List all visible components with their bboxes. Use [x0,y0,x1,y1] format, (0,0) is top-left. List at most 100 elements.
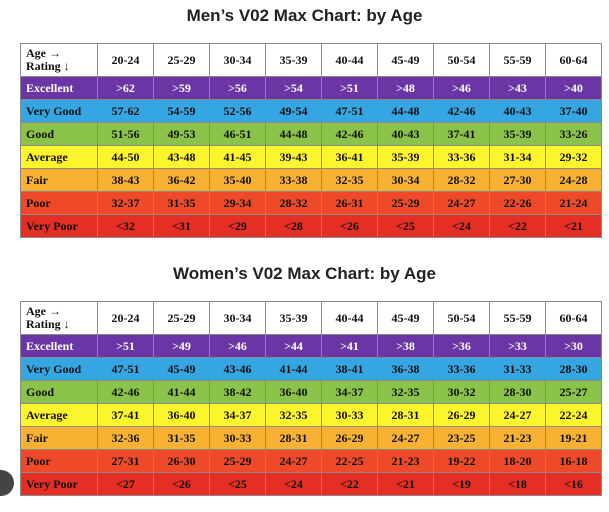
corner-label-line: Age → [26,46,61,60]
side-circle-button[interactable] [0,470,14,496]
men-value-cell: 28-32 [265,191,322,215]
women-value-cell: 28-30 [545,357,602,381]
women-value-cell: >44 [265,334,322,358]
men-table-row: Very Poor <32 <31 <29 <28 <26 <25 <24 <22 <21 [20,214,602,238]
men-value-cell: <22 [489,214,546,238]
men-value-cell: <29 [209,214,266,238]
men-value-cell: >59 [153,76,210,100]
women-value-cell: 28-31 [265,426,322,450]
women-value-cell: 42-46 [97,380,154,404]
corner-label-line: Age → [26,304,61,318]
men-value-cell: 40-43 [377,122,434,146]
women-value-cell: 32-35 [377,380,434,404]
men-age-column-header: 50-54 [433,43,490,77]
men-value-cell: >51 [321,76,378,100]
men-rating-label: Very Good [20,99,98,123]
men-table-row: Poor 32-37 31-35 29-34 28-32 26-31 25-29 24-27 2… [20,191,602,215]
men-value-cell: >48 [377,76,434,100]
women-value-cell: 31-33 [489,357,546,381]
men-value-cell: >40 [545,76,602,100]
men-value-cell: 57-62 [97,99,154,123]
women-value-cell: <21 [377,472,434,496]
men-value-cell: 37-40 [545,99,602,123]
men-age-column-header: 30-34 [209,43,266,77]
men-table-row: Fair 38-43 36-42 35-40 33-38 32-35 30-34 28-32 2… [20,168,602,192]
women-vo2-table: Age → Rating ↓ 20-24 25-29 30-34 35-39 40-44 45… [20,301,602,496]
women-value-cell: 36-40 [153,403,210,427]
women-value-cell: 30-33 [321,403,378,427]
men-value-cell: 46-51 [209,122,266,146]
men-value-cell: 44-48 [265,122,322,146]
women-table-row: Average 37-41 36-40 34-37 32-35 30-33 28-31 26-… [20,403,602,427]
women-value-cell: >33 [489,334,546,358]
women-value-cell: 36-40 [265,380,322,404]
men-value-cell: 49-54 [265,99,322,123]
women-value-cell: 45-49 [153,357,210,381]
women-value-cell: 41-44 [265,357,322,381]
women-value-cell: >51 [97,334,154,358]
women-value-cell: 28-30 [489,380,546,404]
men-value-cell: 32-37 [97,191,154,215]
women-value-cell: 43-46 [209,357,266,381]
women-value-cell: 21-23 [489,426,546,450]
women-value-cell: >46 [209,334,266,358]
women-value-cell: 38-42 [209,380,266,404]
women-rating-label: Fair [20,426,98,450]
women-value-cell: >49 [153,334,210,358]
women-value-cell: 34-37 [209,403,266,427]
women-value-cell: 36-38 [377,357,434,381]
women-table-row: Poor 27-31 26-30 25-29 24-27 22-25 21-23 19-22 1… [20,449,602,473]
women-value-cell: 26-29 [321,426,378,450]
men-chart-title: Men’s V02 Max Chart: by Age [186,6,423,25]
women-rating-label: Good [20,380,98,404]
men-age-column-header: 20-24 [97,43,154,77]
women-age-column-header: 25-29 [153,301,210,335]
men-age-column-header: 35-39 [265,43,322,77]
women-value-cell: 33-36 [433,357,490,381]
women-value-cell: <26 [153,472,210,496]
women-value-cell: 23-25 [433,426,490,450]
women-value-cell: 19-22 [433,449,490,473]
women-rating-label: Average [20,403,98,427]
men-vo2-table: Age → Rating ↓ 20-24 25-29 30-34 35-39 40-44 45… [20,43,602,238]
men-value-cell: 49-53 [153,122,210,146]
men-value-cell: 40-43 [489,99,546,123]
women-rating-label: Excellent [20,334,98,358]
men-value-cell: 54-59 [153,99,210,123]
women-age-column-header: 20-24 [97,301,154,335]
women-value-cell: 32-36 [97,426,154,450]
women-table-row: Good 42-46 41-44 38-42 36-40 34-37 32-35 30-32 2… [20,380,602,404]
men-table-row: Excellent >62 >59 >56 >54 >51 >48 >46 >43 >40 [20,76,602,100]
women-value-cell: <18 [489,472,546,496]
men-value-cell: 47-51 [321,99,378,123]
men-value-cell: 29-34 [209,191,266,215]
women-value-cell: 26-30 [153,449,210,473]
men-value-cell: 44-48 [377,99,434,123]
men-age-column-header: 25-29 [153,43,210,77]
women-value-cell: 24-27 [489,403,546,427]
women-value-cell: <25 [209,472,266,496]
women-value-cell: 25-29 [209,449,266,473]
men-rating-label: Good [20,122,98,146]
women-value-cell: 24-27 [377,426,434,450]
men-value-cell: 42-46 [321,122,378,146]
women-age-column-header: 40-44 [321,301,378,335]
men-value-cell: <31 [153,214,210,238]
women-rating-label: Very Good [20,357,98,381]
women-value-cell: <16 [545,472,602,496]
men-value-cell: >43 [489,76,546,100]
men-rating-label: Very Poor [20,214,98,238]
men-header-row: Age → Rating ↓ 20-24 25-29 30-34 35-39 40-44 45… [20,43,602,77]
women-value-cell: >36 [433,334,490,358]
women-value-cell: >30 [545,334,602,358]
women-corner-label: Age → Rating ↓ [20,301,98,335]
men-value-cell: 36-42 [153,168,210,192]
men-value-cell: 30-34 [377,168,434,192]
women-value-cell: 37-41 [97,403,154,427]
women-value-cell: 47-51 [97,357,154,381]
men-rating-label: Average [20,145,98,169]
men-value-cell: 25-29 [377,191,434,215]
men-age-column-header: 45-49 [377,43,434,77]
women-value-cell: 21-23 [377,449,434,473]
women-value-cell: >41 [321,334,378,358]
